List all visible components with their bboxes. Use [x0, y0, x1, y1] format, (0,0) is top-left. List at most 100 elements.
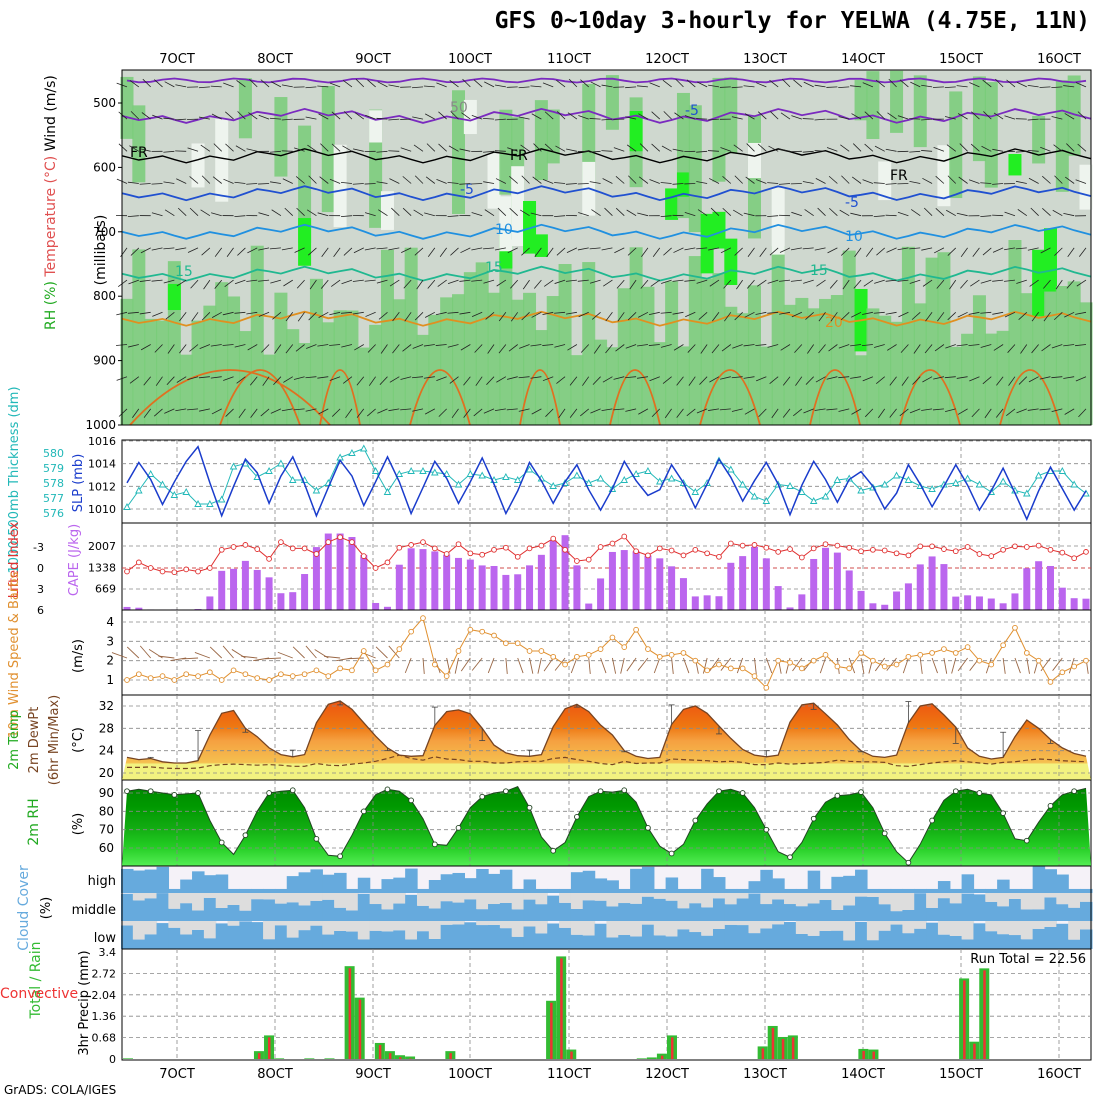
cloud-cell — [168, 888, 181, 893]
wind-barb — [862, 179, 874, 184]
lifted-index-point — [1035, 542, 1042, 549]
wind-barb — [128, 344, 139, 348]
wind-barb — [423, 376, 435, 379]
wind-barb — [235, 145, 246, 152]
wind-barb — [578, 115, 589, 120]
rh-point — [787, 854, 793, 861]
wind-barb — [887, 112, 897, 120]
cloud-clear-cell — [192, 921, 205, 930]
cloud-cell — [973, 888, 986, 893]
cloud-clear-cell — [724, 921, 738, 925]
wind-barb — [755, 311, 767, 315]
wind-barb — [1053, 144, 1063, 152]
lifted-index-point — [822, 541, 829, 548]
lifted-index-point — [976, 551, 983, 557]
x-tick-label: 8OCT — [257, 52, 293, 67]
wind-barb — [296, 207, 305, 216]
rh-point — [905, 859, 912, 866]
wind-speed-point — [230, 667, 237, 674]
wind-barb — [707, 118, 720, 121]
cloud-clear-cell — [215, 893, 229, 908]
rh-band-moist — [499, 254, 513, 425]
wind-barb — [826, 86, 838, 88]
cloud-cell — [322, 874, 335, 893]
wind-barb — [484, 209, 495, 217]
wind-barb — [910, 81, 921, 88]
cloud-clear-cell — [345, 893, 359, 911]
temp-line — [126, 700, 1087, 764]
isotherm-line — [319, 369, 361, 426]
wind-barb — [447, 182, 459, 184]
y-tick-label: 576 — [43, 507, 64, 520]
cloud-cell — [192, 871, 205, 893]
cape-bar — [265, 577, 273, 610]
wind-barb — [447, 311, 459, 314]
lifted-index-point — [621, 533, 628, 540]
cloud-cell — [310, 869, 323, 893]
wind-barb — [166, 376, 175, 386]
wind-barb — [734, 175, 743, 184]
isotherm-line — [999, 369, 1061, 426]
wind-barb — [1014, 657, 1021, 674]
wind-barb — [626, 144, 637, 152]
wind-barb — [968, 344, 980, 347]
cape-bar — [455, 557, 463, 610]
wind-barb — [321, 247, 329, 257]
wind-barb — [1007, 344, 1016, 353]
wind-barb — [496, 376, 507, 383]
rh-point — [479, 793, 486, 800]
wind-barb — [876, 247, 885, 256]
wind-barb — [676, 408, 684, 418]
wind-speed-line — [126, 617, 1087, 689]
cape-bar — [940, 564, 948, 610]
wind-barb — [686, 79, 696, 88]
lifted-index-point — [254, 546, 261, 552]
panel-label: CAPE (J/kg) — [67, 524, 82, 596]
wind-barb — [854, 247, 862, 258]
wind-barb — [212, 176, 222, 184]
wind-speed-point — [479, 628, 486, 635]
wind-barb — [839, 209, 850, 217]
rh-band-moist — [132, 249, 146, 425]
rh-band-moist — [1032, 115, 1046, 164]
cloud-clear-cell — [641, 921, 655, 925]
wind-speed-point — [159, 673, 166, 679]
isotherm-line — [409, 369, 471, 426]
wind-barb — [201, 312, 211, 321]
cloud-cell — [523, 899, 537, 921]
cloud-cell — [535, 904, 548, 921]
y-tick-label: 1338 — [88, 561, 116, 574]
wind-barb — [317, 376, 329, 379]
wind-barb — [590, 408, 601, 414]
rh-band-moist — [534, 330, 548, 425]
cloud-cell — [843, 940, 856, 949]
cloud-cell — [369, 930, 383, 949]
lifted-index-point — [893, 550, 900, 557]
wind-barb — [1029, 279, 1039, 287]
rh-band-moist — [428, 314, 442, 425]
rh-band-dry — [191, 143, 205, 188]
cloud-clear-cell — [665, 893, 679, 901]
wind-barb — [352, 148, 364, 152]
wind-barb — [956, 85, 968, 88]
cape-bar — [502, 574, 510, 610]
wind-barb — [956, 212, 968, 217]
cloud-cell — [689, 932, 702, 949]
cloud-clear-cell — [772, 893, 785, 900]
cloud-clear-cell — [405, 921, 418, 940]
wind-barb — [1027, 247, 1039, 251]
wind-barb — [909, 247, 921, 250]
cloud-cell — [239, 921, 252, 949]
wind-barb — [175, 118, 187, 121]
cloud-clear-cell — [914, 921, 927, 929]
wind-barb — [569, 408, 578, 418]
cloud-clear-cell — [594, 893, 608, 901]
wind-barb — [1039, 408, 1051, 411]
wind-barb — [308, 312, 317, 321]
y-axis-label: (millibars) — [93, 215, 109, 286]
wind-barb — [203, 279, 211, 290]
rh-point — [455, 824, 462, 831]
rh-band-moist — [333, 310, 347, 425]
cloud-cell — [381, 879, 394, 893]
lifted-index-point — [609, 540, 616, 547]
